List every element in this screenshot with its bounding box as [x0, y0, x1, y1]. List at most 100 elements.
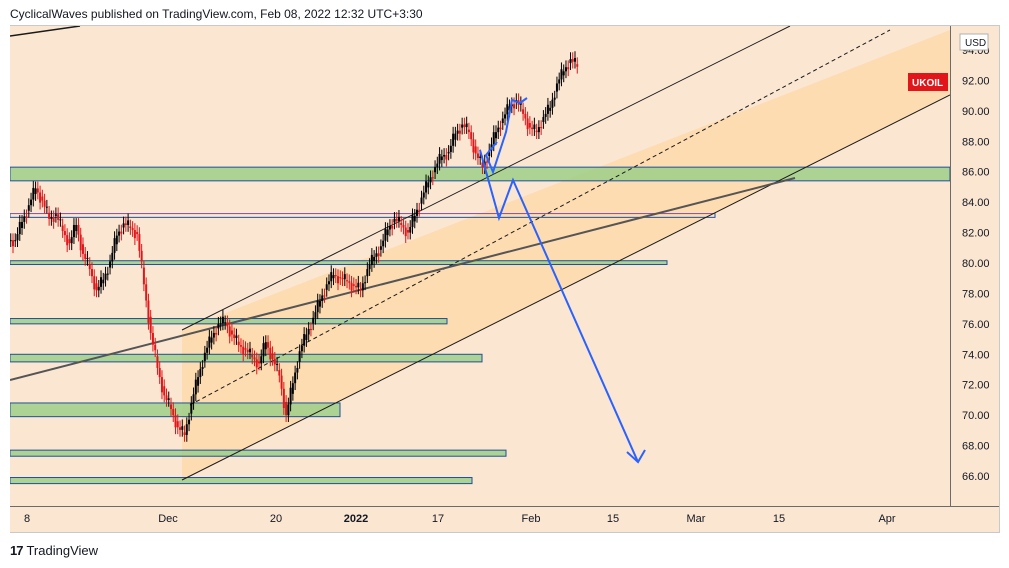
candle-body: [314, 312, 317, 318]
candle-body: [140, 250, 143, 262]
candle-body: [226, 322, 229, 327]
candle-body: [160, 377, 163, 393]
trend-line-top: [10, 26, 81, 37]
candle-body: [221, 316, 224, 324]
candle-body: [553, 97, 556, 100]
candle-body: [316, 300, 319, 313]
candle-body: [194, 379, 197, 395]
candle-body: [39, 192, 42, 203]
time-tick-label: 20: [270, 513, 282, 525]
candle-body: [280, 375, 283, 389]
time-axis[interactable]: [10, 506, 999, 532]
price-axis[interactable]: [950, 26, 999, 506]
candle-body: [127, 220, 130, 225]
symbol-badge: UKOIL: [912, 78, 943, 89]
candle-body: [355, 285, 358, 288]
price-tick-label: 90.00: [962, 106, 990, 118]
candle-body: [366, 269, 369, 277]
candle-body: [210, 337, 213, 343]
candle-body: [513, 104, 516, 109]
candle-body: [242, 346, 245, 355]
candle-body: [465, 123, 468, 128]
candle-body: [172, 409, 175, 416]
candle-body: [325, 284, 328, 290]
candle-body: [485, 161, 488, 163]
candle-body: [215, 332, 218, 335]
candle-body: [95, 283, 98, 291]
candle-body: [14, 240, 17, 242]
candle-body: [298, 351, 301, 362]
candle-body: [192, 394, 195, 403]
candle-body: [327, 281, 330, 285]
candle-body: [370, 254, 373, 266]
candle-body: [359, 288, 362, 291]
candle-body: [379, 246, 382, 250]
candle-body: [309, 328, 312, 330]
candle-body: [531, 127, 534, 130]
price-tick-label: 86.00: [962, 167, 990, 179]
candle-body: [271, 353, 274, 359]
candle-body: [440, 156, 443, 161]
tradingview-logo-icon[interactable]: 17: [10, 543, 24, 558]
candle-body: [429, 177, 432, 183]
candle-body: [260, 356, 263, 364]
footer: 17 TradingView: [10, 543, 98, 558]
candle-body: [391, 225, 394, 229]
candle-body: [273, 358, 276, 365]
candle-body: [330, 272, 333, 282]
candle-body: [418, 209, 421, 211]
candle-body: [533, 124, 536, 130]
candle-body: [235, 335, 238, 339]
price-tick-label: 76.00: [962, 319, 990, 331]
candle-body: [567, 67, 570, 70]
candle-body: [264, 342, 267, 350]
time-tick-label: Dec: [158, 513, 178, 525]
footer-brand[interactable]: TradingView: [26, 543, 99, 558]
candle-body: [120, 231, 123, 234]
candle-body: [165, 395, 168, 400]
price-tick-label: 82.00: [962, 228, 990, 240]
candle-body: [361, 283, 364, 291]
candle-body: [479, 156, 482, 159]
candle-body: [501, 118, 504, 124]
candle-body: [61, 225, 64, 232]
candle-body: [449, 145, 452, 152]
candle-body: [57, 214, 60, 220]
candle-body: [253, 357, 256, 360]
candle-body: [77, 224, 80, 235]
trend-line: [10, 177, 796, 381]
candle-body: [59, 219, 62, 221]
candle-body: [341, 278, 344, 280]
candle-body: [169, 404, 172, 410]
candle-body: [90, 269, 93, 277]
candle-body: [18, 221, 21, 235]
candle-body: [106, 273, 109, 275]
candle-body: [337, 276, 340, 284]
price-tick-label: 88.00: [962, 136, 990, 148]
candle-body: [296, 367, 299, 373]
candle-body: [352, 284, 355, 286]
candle-body: [472, 139, 475, 153]
candle-body: [203, 352, 206, 361]
candle-body: [481, 162, 484, 168]
candle-body: [84, 253, 87, 259]
candle-body: [147, 300, 150, 323]
candle-body: [386, 229, 389, 236]
candle-body: [431, 177, 434, 179]
support-zone: [10, 260, 668, 266]
candle-body: [282, 388, 285, 409]
candle-body: [88, 264, 91, 270]
candle-body: [526, 118, 529, 130]
candle-body: [32, 187, 35, 200]
candle-body: [318, 301, 321, 307]
candle-body: [492, 132, 495, 145]
candle-body: [208, 336, 211, 348]
candle-body: [109, 261, 112, 268]
candle-body: [181, 426, 184, 430]
candle-body: [23, 216, 26, 222]
candle-body: [52, 217, 55, 222]
candle-body: [334, 275, 337, 277]
candle-body: [136, 232, 139, 235]
candle-body: [118, 231, 121, 236]
candle-body: [199, 368, 202, 378]
